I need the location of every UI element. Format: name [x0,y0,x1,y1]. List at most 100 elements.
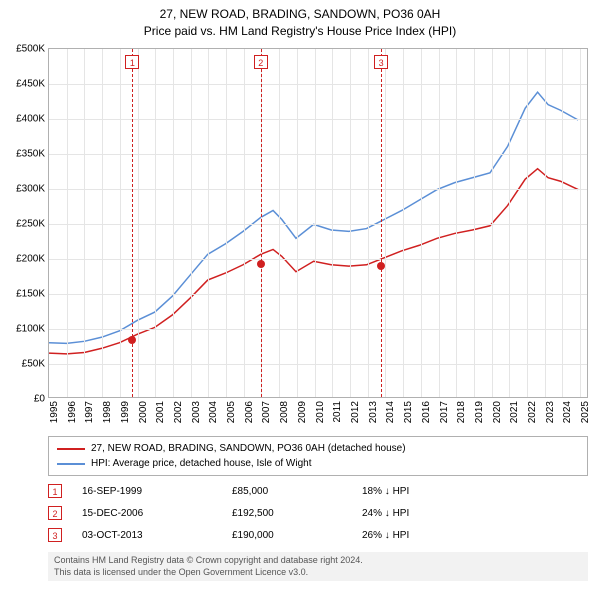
x-tick-label: 2003 [191,401,202,423]
gridline-v [403,49,404,397]
y-tick-label: £400K [16,114,45,125]
gridline-v [545,49,546,397]
x-tick-label: 2007 [261,401,272,423]
sale-marker-badge: 2 [254,55,268,69]
gridline-v [173,49,174,397]
sale-marker-line [261,49,262,397]
sale-row-price: £85,000 [232,486,362,497]
legend-label-property: 27, NEW ROAD, BRADING, SANDOWN, PO36 0AH… [91,441,406,456]
x-tick-label: 2010 [315,401,326,423]
x-tick-label: 2017 [439,401,450,423]
x-tick-label: 1995 [49,401,60,423]
x-tick-label: 2024 [562,401,573,423]
x-tick-label: 2019 [474,401,485,423]
legend-swatch-property [57,448,85,450]
x-tick-label: 2000 [138,401,149,423]
gridline-h [49,189,587,190]
y-tick-label: £300K [16,184,45,195]
gridline-v [492,49,493,397]
gridline-v [562,49,563,397]
sale-row-date: 15-DEC-2006 [82,508,232,519]
sale-row-price: £192,500 [232,508,362,519]
gridline-v [102,49,103,397]
gridline-h [49,154,587,155]
chart-svg [49,49,587,397]
series-hpi [49,92,578,343]
legend-row-property: 27, NEW ROAD, BRADING, SANDOWN, PO36 0AH… [57,441,579,456]
sale-row-price: £190,000 [232,530,362,541]
gridline-v [120,49,121,397]
legend-row-hpi: HPI: Average price, detached house, Isle… [57,456,579,471]
gridline-h [49,364,587,365]
sale-row: 303-OCT-2013£190,00026% ↓ HPI [48,524,588,546]
x-tick-label: 1996 [67,401,78,423]
legend-box: 27, NEW ROAD, BRADING, SANDOWN, PO36 0AH… [48,436,588,476]
y-tick-label: £200K [16,254,45,265]
sale-row-date: 03-OCT-2013 [82,530,232,541]
gridline-v [84,49,85,397]
y-tick-label: £0 [34,394,45,405]
x-tick-label: 2005 [226,401,237,423]
sale-row-delta: 24% ↓ HPI [362,508,492,519]
x-tick-label: 1998 [102,401,113,423]
footer-line2: This data is licensed under the Open Gov… [54,567,582,579]
x-tick-label: 2004 [208,401,219,423]
sale-marker-dot [377,262,385,270]
y-tick-label: £150K [16,289,45,300]
gridline-v [155,49,156,397]
gridline-v [368,49,369,397]
x-tick-label: 1999 [120,401,131,423]
y-tick-label: £250K [16,219,45,230]
x-tick-label: 2015 [403,401,414,423]
sale-row-delta: 18% ↓ HPI [362,486,492,497]
gridline-h [49,119,587,120]
sale-row-badge: 3 [48,528,62,542]
x-tick-label: 2009 [297,401,308,423]
y-tick-label: £100K [16,324,45,335]
x-tick-label: 2018 [456,401,467,423]
x-tick-label: 2021 [509,401,520,423]
x-tick-label: 1997 [84,401,95,423]
sale-marker-line [381,49,382,397]
gridline-v [315,49,316,397]
gridline-v [439,49,440,397]
x-tick-label: 2013 [368,401,379,423]
x-tick-label: 2006 [244,401,255,423]
x-tick-label: 2020 [492,401,503,423]
footer-line1: Contains HM Land Registry data © Crown c… [54,555,582,567]
legend-label-hpi: HPI: Average price, detached house, Isle… [91,456,312,471]
sale-marker-badge: 3 [374,55,388,69]
gridline-v [456,49,457,397]
sale-marker-dot [257,260,265,268]
sale-marker-line [132,49,133,397]
gridline-v [279,49,280,397]
legend-swatch-hpi [57,463,85,465]
gridline-v [208,49,209,397]
y-tick-label: £450K [16,79,45,90]
gridline-h [49,294,587,295]
gridline-h [49,329,587,330]
gridline-v [138,49,139,397]
x-tick-label: 2011 [332,401,343,423]
x-tick-label: 2014 [385,401,396,423]
sale-marker-badge: 1 [125,55,139,69]
x-tick-label: 2012 [350,401,361,423]
plot-box: £0£50K£100K£150K£200K£250K£300K£350K£400… [48,48,588,398]
title-subtitle: Price paid vs. HM Land Registry's House … [0,23,600,40]
x-tick-label: 2016 [421,401,432,423]
page-root: 27, NEW ROAD, BRADING, SANDOWN, PO36 0AH… [0,0,600,590]
title-address: 27, NEW ROAD, BRADING, SANDOWN, PO36 0AH [0,6,600,23]
gridline-v [191,49,192,397]
attribution-footer: Contains HM Land Registry data © Crown c… [48,552,588,581]
sale-row: 215-DEC-2006£192,50024% ↓ HPI [48,502,588,524]
gridline-v [67,49,68,397]
sales-table: 116-SEP-1999£85,00018% ↓ HPI215-DEC-2006… [48,480,588,546]
gridline-v [527,49,528,397]
gridline-v [509,49,510,397]
y-tick-label: £500K [16,44,45,55]
gridline-v [474,49,475,397]
chart-area: £0£50K£100K£150K£200K£250K£300K£350K£400… [48,48,588,398]
x-tick-label: 2023 [545,401,556,423]
gridline-v [226,49,227,397]
y-tick-label: £50K [22,359,45,370]
